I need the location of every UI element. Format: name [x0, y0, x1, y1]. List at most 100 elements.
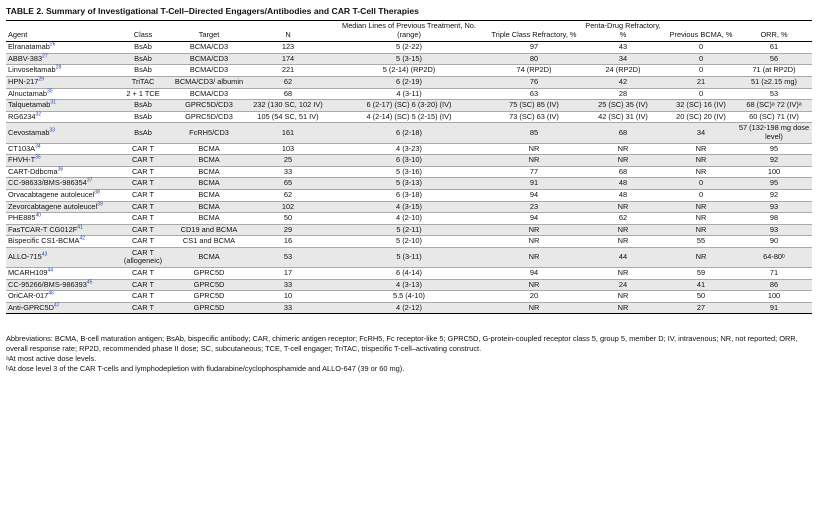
agent-name: FHVH-T [8, 155, 36, 165]
cell-class: CAR T [114, 235, 172, 248]
reference-link[interactable]: 41 [77, 224, 83, 231]
reference-link[interactable]: 35 [35, 154, 41, 161]
cell-class: CAR T (allogeneic) [114, 247, 172, 269]
cell-penta: NR [580, 154, 666, 167]
cell-triple: 63 [488, 88, 580, 101]
table-body: Elranatamab26 BsAb BCMA/CD3 123 5 (2-22) 97 43… [6, 41, 812, 315]
table-row: Talquetamab31 BsAb GPRC5D/CD3 232 (130 SC, … [6, 99, 812, 112]
cell-triple: 97 [488, 41, 580, 54]
cell-agent: HPN-21729 [6, 76, 114, 89]
cell-orr: 53 [736, 88, 812, 101]
reference-link[interactable]: 46 [48, 290, 54, 297]
cell-penta: 48 [580, 189, 666, 202]
cell-orr: 71 [736, 267, 812, 280]
cell-class: CAR T [114, 212, 172, 225]
cell-class: CAR T [114, 267, 172, 280]
cell-class: CAR T [114, 166, 172, 179]
cell-bcma: 20 (SC) 20 (IV) [666, 111, 736, 124]
reference-link[interactable]: 30 [47, 88, 53, 95]
cell-penta: 25 (SC) 35 (IV) [580, 99, 666, 112]
reference-link[interactable]: 47 [54, 302, 60, 309]
cell-agent: PHE88540 [6, 212, 114, 225]
cell-agent: CART-Ddbcma36 [6, 166, 114, 179]
header-penta: Penta-Drug Refractory, % [580, 19, 666, 43]
cell-n: 25 [246, 154, 330, 167]
cell-agent: Anti-GPRC5D47 [6, 302, 114, 315]
reference-link[interactable]: 32 [35, 111, 42, 118]
cell-lines: 6 (2-19) [330, 76, 488, 89]
cell-target: BCMA [172, 212, 246, 225]
cell-orr: 93 [736, 201, 812, 214]
cell-orr: 68 (SC)ᵃ 72 (IV)ᵃ [736, 99, 812, 112]
cell-bcma: NR [666, 224, 736, 237]
table-row: FasTCAR-T CG012F41 CAR T CD19 and BCMA 29 5 … [6, 224, 812, 237]
reference-link[interactable]: 37 [86, 177, 93, 184]
table-row: CART-Ddbcma36 CAR T BCMA 33 5 (3-16) 77 68 NR 10… [6, 166, 812, 179]
cell-agent: Zevorcabtagene autoleucel39 [6, 201, 114, 214]
header-n: N [246, 19, 330, 43]
cell-bcma: 27 [666, 302, 736, 315]
cell-triple: NR [488, 279, 580, 292]
cell-agent: ALLO-71543 [6, 247, 114, 269]
cell-bcma: 0 [666, 88, 736, 101]
cell-triple: 75 (SC) 85 (IV) [488, 99, 580, 112]
reference-link[interactable]: 36 [57, 166, 64, 173]
cell-lines: 5 (2-10) [330, 235, 488, 248]
cell-lines: 4 (2-14) (SC) 5 (2-15) (IV) [330, 111, 488, 124]
cell-lines: 6 (2-17) (SC) 6 (3-20) (IV) [330, 99, 488, 112]
agent-name: Elranatamab [8, 42, 50, 52]
cell-bcma: NR [666, 201, 736, 214]
reference-link[interactable]: 33 [49, 127, 56, 134]
cell-target: BCMA/CD3 [172, 88, 246, 101]
cell-penta: 48 [580, 177, 666, 190]
table-row: Linvoseltamab28 BsAb BCMA/CD3 221 5 (2-14) (… [6, 64, 812, 77]
reference-link[interactable]: 38 [94, 189, 100, 196]
reference-link[interactable]: 44 [47, 267, 53, 274]
reference-link[interactable]: 26 [49, 41, 56, 48]
reference-link[interactable]: 29 [38, 76, 44, 83]
cell-lines: 4 (2-10) [330, 212, 488, 225]
cell-penta: NR [580, 143, 666, 156]
reference-link[interactable]: 34 [35, 143, 41, 150]
cell-target: BCMA [172, 177, 246, 190]
cell-triple: 20 [488, 290, 580, 303]
cell-penta: 68 [580, 122, 666, 144]
cell-n: 16 [246, 235, 330, 248]
cell-n: 17 [246, 267, 330, 280]
cell-n: 103 [246, 143, 330, 156]
reference-link[interactable]: 28 [55, 64, 62, 71]
table-row: CC-98633/BMS-98635437 CAR T BCMA 65 5 (3-13)… [6, 177, 812, 190]
cell-bcma: 0 [666, 53, 736, 66]
cell-penta: 28 [580, 88, 666, 101]
reference-link[interactable]: 40 [35, 212, 42, 219]
agent-name: Talquetamab [8, 100, 51, 110]
cell-agent: OriCAR-01746 [6, 290, 114, 303]
reference-link[interactable]: 31 [50, 99, 56, 106]
cell-triple: NR [488, 154, 580, 167]
cell-target: FcRH5/CD3 [172, 122, 246, 144]
reference-link[interactable]: 45 [86, 279, 93, 286]
agent-name: Zevorcabtagene autoleucel [8, 201, 98, 211]
cell-orr: 86 [736, 279, 812, 292]
header-target: Target [172, 19, 246, 43]
cell-lines: 5.5 (4-10) [330, 290, 488, 303]
reference-link[interactable]: 27 [42, 53, 48, 60]
cell-n: 33 [246, 279, 330, 292]
cell-agent: Elranatamab26 [6, 41, 114, 54]
agent-name: Cevostamab [8, 127, 50, 137]
cell-orr: 51 (≥2.15 mg) [736, 76, 812, 89]
reference-link[interactable]: 43 [41, 251, 48, 258]
cell-bcma: NR [666, 143, 736, 156]
cell-target: GPRC5D [172, 302, 246, 315]
cell-penta: 68 [580, 166, 666, 179]
reference-link[interactable]: 42 [79, 235, 86, 242]
cell-orr: 92 [736, 189, 812, 202]
cell-bcma: 0 [666, 64, 736, 77]
cell-penta: 42 (SC) 31 (IV) [580, 111, 666, 124]
cell-penta: 42 [580, 76, 666, 89]
cell-n: 232 (130 SC, 102 IV) [246, 99, 330, 112]
reference-link[interactable]: 39 [97, 201, 103, 208]
cell-class: BsAb [114, 53, 172, 66]
cell-orr: 95 [736, 177, 812, 190]
table-row: Anti-GPRC5D47 CAR T GPRC5D 33 4 (2-12) NR NR 27… [6, 302, 812, 315]
